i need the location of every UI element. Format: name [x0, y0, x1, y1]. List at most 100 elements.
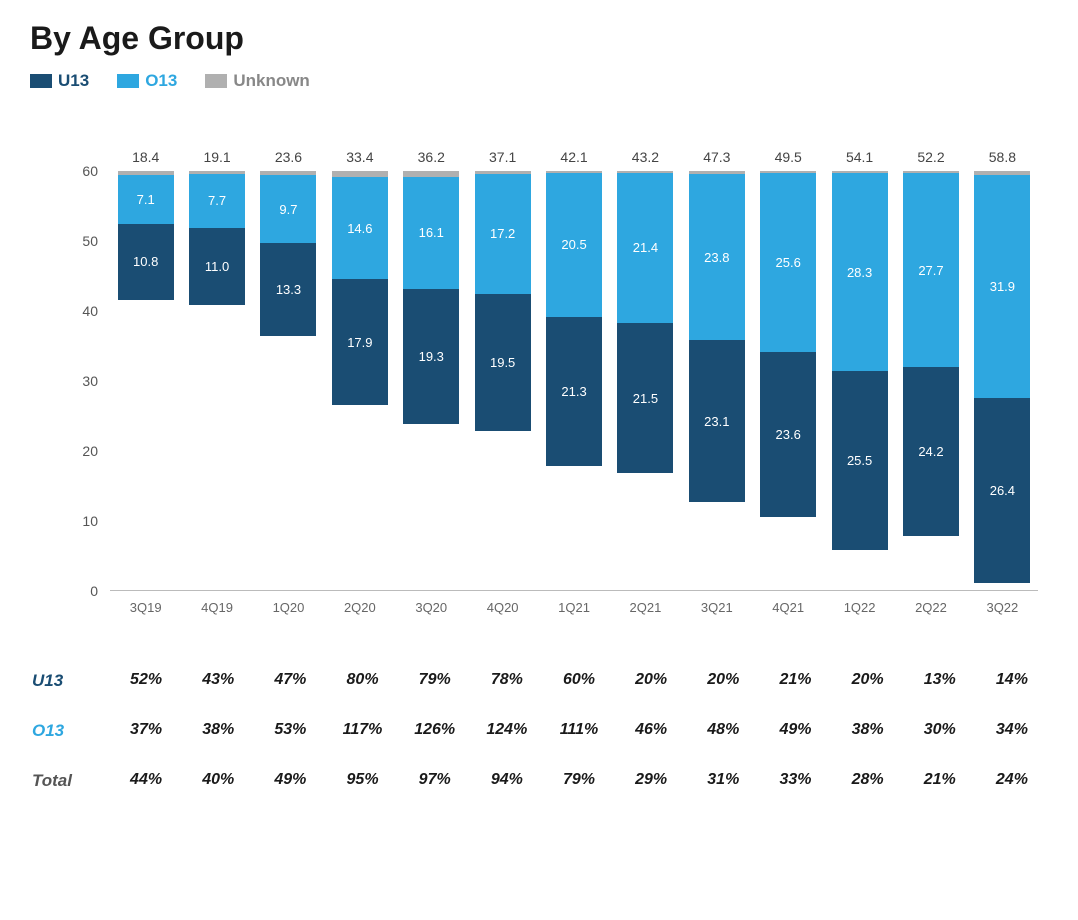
table-cell: 49%: [759, 721, 831, 741]
table-cell: 20%: [832, 671, 904, 691]
bar-value-label: 25.5: [847, 453, 872, 468]
bar-column: 11.07.719.1: [181, 171, 252, 590]
table-cell: 30%: [904, 721, 976, 741]
table-row-label: U13: [30, 671, 110, 691]
x-label: 4Q21: [753, 600, 824, 615]
x-label: 1Q22: [824, 600, 895, 615]
percent-table: U1352%43%47%80%79%78%60%20%20%21%20%13%1…: [30, 671, 1048, 791]
chart: 0102030405060 10.87.118.411.07.719.113.3…: [70, 171, 1038, 611]
bars-container: 10.87.118.411.07.719.113.39.723.617.914.…: [110, 171, 1038, 590]
bar-column: 17.914.633.4: [324, 171, 395, 590]
bar-value-label: 7.1: [137, 192, 155, 207]
table-cell: 43%: [182, 671, 254, 691]
bar-value-label: 17.2: [490, 226, 515, 241]
bar-value-label: 23.1: [704, 414, 729, 429]
bar-stack: 24.227.752.2: [903, 171, 959, 536]
bar-value-label: 21.5: [633, 391, 658, 406]
table-row-label: O13: [30, 721, 110, 741]
bar-segment-u13: 17.9: [332, 279, 388, 404]
bar-column: 19.517.237.1: [467, 171, 538, 590]
bar-segment-o13: 7.1: [118, 175, 174, 225]
x-axis: 3Q194Q191Q202Q203Q204Q201Q212Q213Q214Q21…: [110, 600, 1038, 615]
x-label: 2Q21: [610, 600, 681, 615]
table-cell: 20%: [687, 671, 759, 691]
bar-stack: 19.517.237.1: [475, 171, 531, 431]
y-tick: 20: [82, 443, 98, 459]
bar-stack: 17.914.633.4: [332, 171, 388, 405]
bar-segment-o13: 14.6: [332, 177, 388, 279]
bar-stack: 11.07.719.1: [189, 171, 245, 305]
bar-segment-o13: 16.1: [403, 177, 459, 290]
table-cell: 46%: [615, 721, 687, 741]
bar-value-label: 28.3: [847, 265, 872, 280]
x-label: 1Q21: [538, 600, 609, 615]
legend-swatch: [30, 74, 52, 88]
bar-segment-o13: 20.5: [546, 173, 602, 317]
bar-value-label: 19.3: [419, 349, 444, 364]
bar-total-label: 43.2: [632, 149, 659, 165]
table-row-label: Total: [30, 771, 110, 791]
legend-item: O13: [117, 71, 177, 91]
x-label: 1Q20: [253, 600, 324, 615]
legend-item: Unknown: [205, 71, 310, 91]
x-label: 2Q22: [895, 600, 966, 615]
bar-value-label: 26.4: [990, 483, 1015, 498]
bar-value-label: 10.8: [133, 254, 158, 269]
bar-segment-o13: 28.3: [832, 173, 888, 371]
bar-segment-o13: 31.9: [974, 175, 1030, 398]
table-cell: 24%: [976, 771, 1048, 791]
y-tick: 50: [82, 233, 98, 249]
bar-stack: 26.431.958.8: [974, 171, 1030, 583]
table-cell: 94%: [471, 771, 543, 791]
bar-segment-u13: 24.2: [903, 367, 959, 536]
x-label: 4Q19: [181, 600, 252, 615]
table-cell: 78%: [471, 671, 543, 691]
y-tick: 60: [82, 163, 98, 179]
table-cell: 14%: [976, 671, 1048, 691]
legend-label: U13: [58, 71, 89, 91]
bar-segment-u13: 23.6: [760, 352, 816, 517]
table-cell: 38%: [182, 721, 254, 741]
table-cell: 80%: [326, 671, 398, 691]
bar-column: 26.431.958.8: [967, 171, 1038, 590]
bar-stack: 19.316.136.2: [403, 171, 459, 424]
legend-label: Unknown: [233, 71, 310, 91]
bar-segment-o13: 25.6: [760, 173, 816, 352]
bar-column: 21.320.542.1: [538, 171, 609, 590]
table-cell: 79%: [399, 671, 471, 691]
bar-column: 13.39.723.6: [253, 171, 324, 590]
bar-segment-u13: 11.0: [189, 228, 245, 305]
bar-segment-u13: 26.4: [974, 398, 1030, 583]
bar-stack: 21.521.443.2: [617, 171, 673, 473]
table-cell: 31%: [687, 771, 759, 791]
table-cell: 53%: [254, 721, 326, 741]
bar-total-label: 37.1: [489, 149, 516, 165]
bar-value-label: 17.9: [347, 335, 372, 350]
bar-value-label: 31.9: [990, 279, 1015, 294]
bar-segment-u13: 19.3: [403, 289, 459, 424]
bar-total-label: 18.4: [132, 149, 159, 165]
table-cell: 60%: [543, 671, 615, 691]
legend-swatch: [205, 74, 227, 88]
table-cell: 117%: [326, 721, 398, 741]
table-cell: 47%: [254, 671, 326, 691]
y-tick: 40: [82, 303, 98, 319]
table-cell: 37%: [110, 721, 182, 741]
table-cell: 40%: [182, 771, 254, 791]
bar-column: 25.528.354.1: [824, 171, 895, 590]
table-cell: 44%: [110, 771, 182, 791]
bar-stack: 23.625.649.5: [760, 171, 816, 517]
bar-total-label: 49.5: [775, 149, 802, 165]
plot-area: 10.87.118.411.07.719.113.39.723.617.914.…: [110, 171, 1038, 591]
bar-stack: 13.39.723.6: [260, 171, 316, 336]
bar-stack: 21.320.542.1: [546, 171, 602, 466]
bar-total-label: 19.1: [203, 149, 230, 165]
bar-column: 23.625.649.5: [753, 171, 824, 590]
bar-total-label: 33.4: [346, 149, 373, 165]
bar-column: 24.227.752.2: [895, 171, 966, 590]
bar-column: 19.316.136.2: [396, 171, 467, 590]
bar-value-label: 21.4: [633, 240, 658, 255]
bar-segment-o13: 21.4: [617, 173, 673, 323]
table-cell: 79%: [543, 771, 615, 791]
bar-value-label: 25.6: [776, 255, 801, 270]
